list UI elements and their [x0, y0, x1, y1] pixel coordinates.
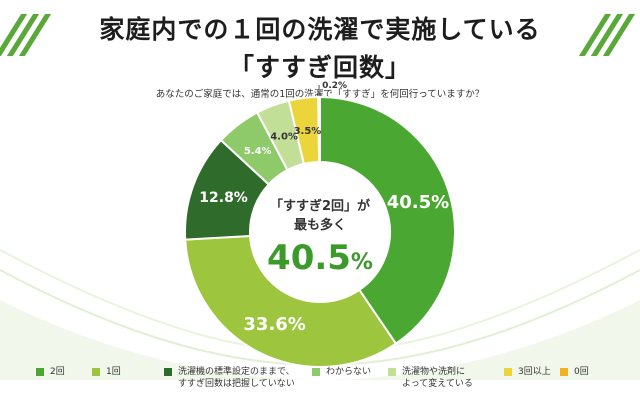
center-headline-line2: 最も多く — [293, 218, 346, 233]
slice-value-label: 0.2% — [322, 81, 347, 91]
legend-swatch — [164, 368, 172, 376]
slice-value-label: 3.5% — [294, 126, 322, 137]
legend-label: わからない — [326, 367, 372, 377]
slice-value-label: 12.8% — [199, 190, 248, 206]
legend-label: 2回 — [50, 367, 65, 377]
center-headline-line1: 「すすぎ2回」が — [269, 199, 371, 214]
legend-swatch — [504, 368, 512, 376]
legend-item: 2回 — [36, 366, 65, 378]
legend-swatch — [36, 368, 44, 376]
legend-item: 0回 — [560, 366, 589, 378]
legend-item: 1回 — [92, 366, 121, 378]
slice-value-label: 33.6% — [243, 314, 305, 335]
chart-legend: 2回 1回 洗濯機の標準設定のままで、 すすぎ回数は把握していない わからない 洗濯物や… — [36, 366, 616, 406]
legend-item: 洗濯物や洗剤に よって変えている — [388, 366, 473, 390]
center-value-unit: % — [350, 250, 373, 275]
slice-value-label: 4.0% — [270, 132, 298, 143]
center-highlight-value: 40.5% — [250, 238, 390, 278]
legend-item: わからない — [312, 366, 371, 378]
chart-title-line1: 家庭内での１回の洗濯で実施している — [99, 15, 541, 44]
center-value: 40.5 — [267, 238, 351, 278]
legend-item: 洗濯機の標準設定のままで、 すすぎ回数は把握していない — [164, 366, 295, 390]
legend-label: 3回以上 — [518, 367, 551, 377]
legend-item: 3回以上 — [504, 366, 551, 378]
donut-slice — [317, 95, 321, 164]
legend-swatch — [92, 368, 100, 376]
legend-label: 洗濯物や洗剤に よって変えている — [402, 367, 473, 389]
legend-label: 0回 — [574, 367, 589, 377]
slice-value-label: 40.5% — [387, 192, 449, 213]
legend-label: 洗濯機の標準設定のままで、 すすぎ回数は把握していない — [178, 367, 295, 389]
slice-value-label: 5.4% — [244, 146, 272, 157]
chart-title-line2: 「すすぎ回数」 — [228, 53, 411, 82]
survey-question: あなたのご家庭では、通常の1回の洗濯で「すすぎ」を何回行っていますか？ — [155, 89, 485, 100]
donut-slices — [184, 95, 456, 368]
legend-swatch — [388, 368, 396, 376]
donut-slice — [184, 234, 398, 368]
donut-slice — [319, 95, 456, 346]
legend-label: 1回 — [106, 367, 121, 377]
legend-swatch — [560, 368, 568, 376]
slice-labels: 40.5% 33.6% 12.8% 5.4% 4.0%3.5% 0.2% — [199, 81, 449, 335]
legend-swatch — [312, 368, 320, 376]
